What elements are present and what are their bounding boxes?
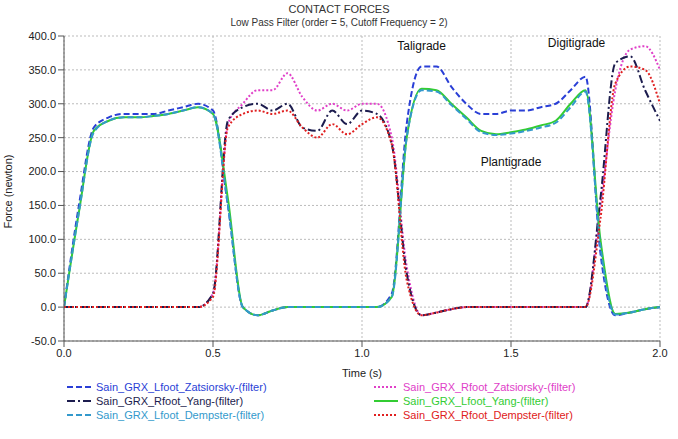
html-text:Sain_GRX_Lfoot_Dempster-(filte: Sain_GRX_Lfoot_Dempster-(filter) [96,409,265,421]
svg-text:250.0: 250.0 [28,132,56,144]
svg-text:Force (newton): Force (newton) [2,155,14,229]
html-text:Sain_GRX_Rfoot_Zatsiorsky-(fil: Sain_GRX_Rfoot_Zatsiorsky-(filter) [403,381,576,393]
svg-text:1.5: 1.5 [503,347,518,359]
html-text:Sain_GRX_Lfoot_Zatsiorsky-(fil: Sain_GRX_Lfoot_Zatsiorsky-(filter) [96,381,267,393]
svg-text:2.0: 2.0 [652,347,667,359]
svg-text:50.0: 50.0 [35,267,56,279]
svg-text:-50.0: -50.0 [31,335,56,347]
svg-text:Digitigrade: Digitigrade [548,36,606,50]
html-text:Low Pass Filter (order = 5, Cu: Low Pass Filter (order = 5, Cutoff Frequ… [230,17,448,28]
html-text:Sain_GRX_Lfoot_Yang-(filter): Sain_GRX_Lfoot_Yang-(filter) [403,395,549,407]
html-text:Sain_GRX_Rfoot_Dempster-(filte: Sain_GRX_Rfoot_Dempster-(filter) [403,409,573,421]
svg-text:150.0: 150.0 [28,199,56,211]
svg-text:400.0: 400.0 [28,30,56,42]
svg-text:1.0: 1.0 [354,347,369,359]
svg-text:100.0: 100.0 [28,233,56,245]
svg-text:0.0: 0.0 [41,301,56,313]
svg-text:0.5: 0.5 [205,347,220,359]
svg-text:Plantigrade: Plantigrade [481,155,542,169]
html-text:CONTACT FORCES: CONTACT FORCES [288,3,390,15]
html-text:Sain_GRX_Rfoot_Yang-(filter): Sain_GRX_Rfoot_Yang-(filter) [96,395,244,407]
svg-text:Taligrade: Taligrade [397,39,446,53]
svg-text:300.0: 300.0 [28,98,56,110]
svg-text:Time (s): Time (s) [342,367,382,379]
svg-text:0.0: 0.0 [56,347,71,359]
svg-text:350.0: 350.0 [28,64,56,76]
svg-text:200.0: 200.0 [28,165,56,177]
